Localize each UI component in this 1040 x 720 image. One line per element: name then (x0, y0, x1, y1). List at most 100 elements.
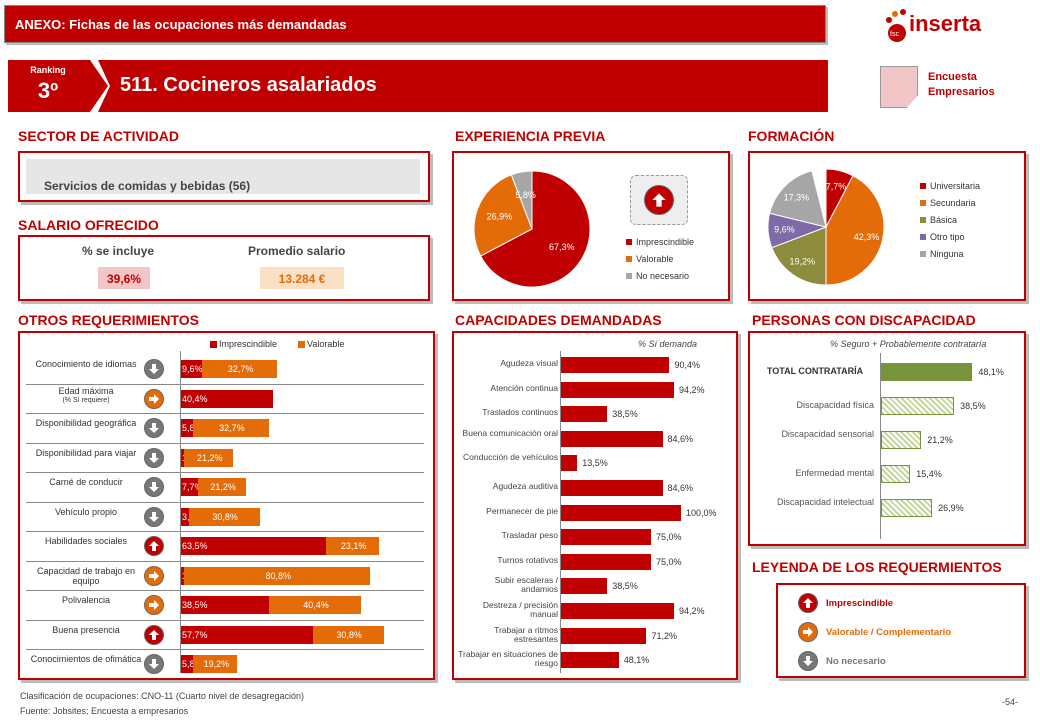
row-divider (26, 472, 424, 473)
capacity-bar (561, 430, 663, 447)
capacity-bar (561, 357, 670, 373)
legend-swatch-valorable (298, 341, 305, 348)
capacity-label: Traslados continuos (482, 407, 558, 418)
req-label: Carné de conducir (26, 477, 146, 487)
bar-imprescindible: 1,9% (180, 448, 185, 467)
footer-line1: Clasificación de ocupaciones: CNO-11 (Cu… (20, 691, 304, 701)
salary-panel: % se incluye Promedio salario 39,6% 13.2… (18, 235, 430, 301)
disability-value: 38,5% (960, 401, 986, 411)
req-label-sub: (% Sí requiere) (62, 396, 110, 404)
bar-imprescindible: 3,8% (180, 507, 189, 526)
legend-swatch (626, 256, 632, 262)
down-arrow-icon (144, 477, 164, 497)
header-bar: ANEXO: Fichas de las ocupaciones más dem… (4, 5, 826, 43)
inserta-logo: fsc inserta (885, 5, 1005, 47)
legend-label: Ninguna (930, 249, 964, 259)
legend-swatch (920, 234, 926, 240)
pie-slice-0 (479, 170, 591, 288)
legend-item: Imprescindible (626, 237, 694, 254)
capacities-axis (560, 351, 561, 673)
capacity-label: Buena comunicación oral (462, 427, 558, 438)
bar-valorable: 21,2% (197, 478, 247, 496)
disability-value: 48,1% (978, 367, 1004, 377)
row-divider (26, 560, 424, 562)
legend-label: Valorable (636, 254, 674, 264)
capacity-label: Trasladar peso (501, 530, 558, 541)
legend-item: Valorable (626, 254, 694, 271)
req-label: Capacidad de trabajo en equipo (26, 566, 146, 586)
row-divider (26, 590, 424, 591)
bar-valorable: 19,2% (193, 655, 238, 673)
bar-valorable: 40,4% (268, 596, 362, 614)
capacities-heading: CAPACIDADES DEMANDADAS (455, 312, 662, 328)
disability-label: Discapacidad intelectual (776, 497, 874, 507)
capacity-bar (561, 504, 681, 521)
legend-label: Otro tipo (930, 232, 965, 242)
capacity-bar (561, 480, 663, 496)
capacity-label: Agudeza auditiva (492, 481, 558, 491)
capacity-value: 13,5% (582, 458, 608, 469)
up-arrow-icon (144, 536, 164, 556)
down-arrow-icon (144, 447, 164, 468)
legend-item: Secundaria (920, 198, 980, 215)
req-label: Conocimientos de ofimática (26, 654, 146, 664)
capacity-bar (561, 406, 608, 423)
salary-avg-value: 13.284 € (260, 267, 344, 289)
capacity-label: Turnos rotativos (497, 554, 558, 565)
req-label-text: Conocimientos de ofimática (30, 654, 142, 664)
req-label-text: Buena presencia (52, 624, 120, 635)
capacity-bar (561, 578, 608, 595)
bar-imprescindible: 63,5% (180, 537, 327, 555)
capacity-label: Conducción de vehículos (463, 452, 558, 463)
pie-slice-2 (510, 170, 533, 230)
right-arrow-icon (144, 565, 164, 586)
capacity-value: 94,2% (679, 384, 705, 395)
bar-imprescindible: 9,6% (180, 360, 203, 378)
legend-swatch (920, 183, 926, 189)
up-arrow-icon (644, 185, 674, 215)
capacity-bar (561, 603, 675, 619)
legend-swatch (920, 251, 926, 257)
up-arrow-icon (144, 624, 164, 645)
pie-label-2: 19,2% (790, 256, 816, 266)
pie-slice-2 (771, 226, 827, 286)
training-legend: Universitaria Secundaria Básica Otro tipo Ni… (920, 181, 980, 266)
down-arrow-icon (144, 506, 164, 527)
legend-label-imprescindible: Imprescindible (219, 339, 278, 349)
salary-heading: SALARIO OFRECIDO (18, 217, 159, 233)
disability-bar (881, 363, 973, 381)
pie-label-1: 26,9% (487, 212, 513, 222)
disability-value: 26,9% (938, 503, 964, 513)
req-label-text: Disponibilidad para viajar (35, 447, 137, 458)
training-panel: 7,7% 42,3% 19,2% 9,6% 17,3% Universitaria Sec… (748, 151, 1026, 301)
training-pie: 7,7% 42,3% 19,2% 9,6% 17,3% (767, 168, 885, 286)
others-heading: OTROS REQUERIMIENTOS (18, 312, 199, 328)
pie-slice-1 (473, 174, 533, 257)
disability-bar (881, 465, 911, 483)
bar-imprescindible: 5,8% (180, 419, 194, 437)
legend-swatch (626, 239, 632, 245)
capacity-label: Atención continua (490, 382, 558, 393)
req-label: Habilidades sociales (26, 536, 146, 546)
req-label: Conocimiento de idiomas (26, 359, 146, 369)
salary-included-value: 39,6% (98, 267, 150, 289)
row-divider (26, 619, 424, 621)
experience-icon-frame (630, 175, 688, 225)
down-arrow-icon (144, 359, 164, 379)
bar-imprescindible: 40,4% (180, 389, 273, 408)
disability-label: Discapacidad física (796, 400, 874, 410)
legend-label: Universitaria (930, 181, 981, 191)
disability-value: 21,2% (927, 435, 953, 445)
legend-label: Básica (930, 215, 958, 225)
bar-valorable: 30,8% (312, 625, 384, 644)
legend-swatch (920, 200, 926, 206)
legend-label-valorable: Valorable (307, 339, 345, 349)
disability-axis (880, 353, 881, 539)
capacity-bar (561, 455, 578, 472)
right-arrow-icon (144, 595, 164, 615)
survey-line2: Empresarios (928, 86, 995, 98)
logo-text: inserta (909, 11, 982, 36)
capacity-value: 48,1% (623, 655, 650, 666)
bar-valorable: 30,8% (188, 507, 260, 526)
req-label: Disponibilidad geográfica (26, 418, 146, 428)
